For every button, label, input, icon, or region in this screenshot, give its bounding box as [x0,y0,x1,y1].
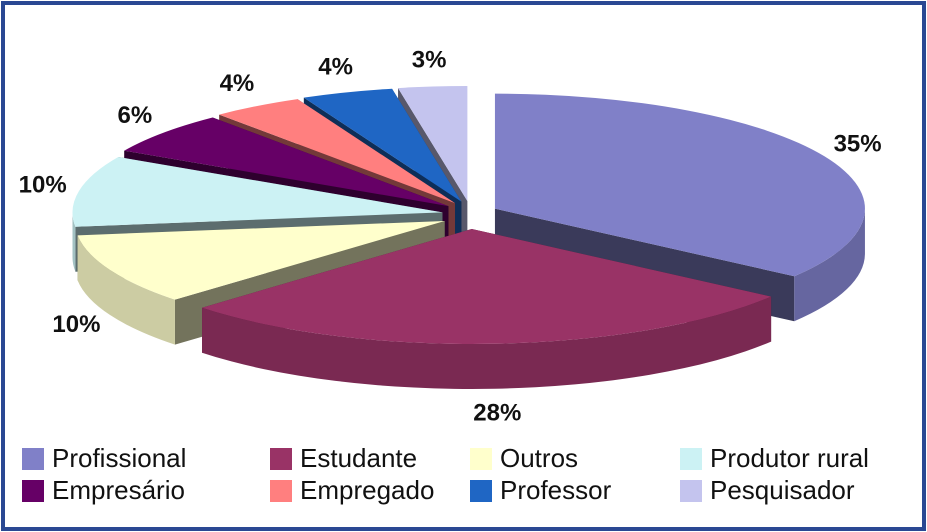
slice [398,86,468,202]
legend-label: Produtor rural [710,443,869,473]
legend-label: Profissional [52,443,186,473]
slice [72,156,443,227]
data-label: 3% [412,47,447,74]
legend-swatch [22,448,44,470]
legend-swatch [270,448,292,470]
data-label: 4% [220,70,255,97]
legend-swatch [22,480,44,502]
data-label: 6% [117,102,152,129]
data-label: 10% [52,311,100,338]
data-label: 28% [473,399,521,426]
slice-side [794,208,865,322]
slice-side [202,296,772,389]
slice [219,99,455,204]
legend-swatch [680,448,702,470]
legend-label: Pesquisador [710,475,855,505]
legend-swatch [680,480,702,502]
data-label: 10% [19,171,67,198]
slice [124,117,449,207]
slice [202,228,772,344]
data-label: 4% [318,54,353,81]
legend-swatch [470,448,492,470]
slice [77,220,445,300]
legend-label: Empregado [300,475,434,505]
data-label: 35% [834,130,882,157]
legend-label: Empresário [52,475,185,505]
legend-label: Outros [500,443,578,473]
slice-side [72,212,76,272]
legend-swatch [470,480,492,502]
legend-label: Professor [500,475,612,505]
slice [303,88,462,202]
slice-side [77,235,175,345]
slice [494,93,865,277]
legend-swatch [270,480,292,502]
legend-label: Estudante [300,443,417,473]
